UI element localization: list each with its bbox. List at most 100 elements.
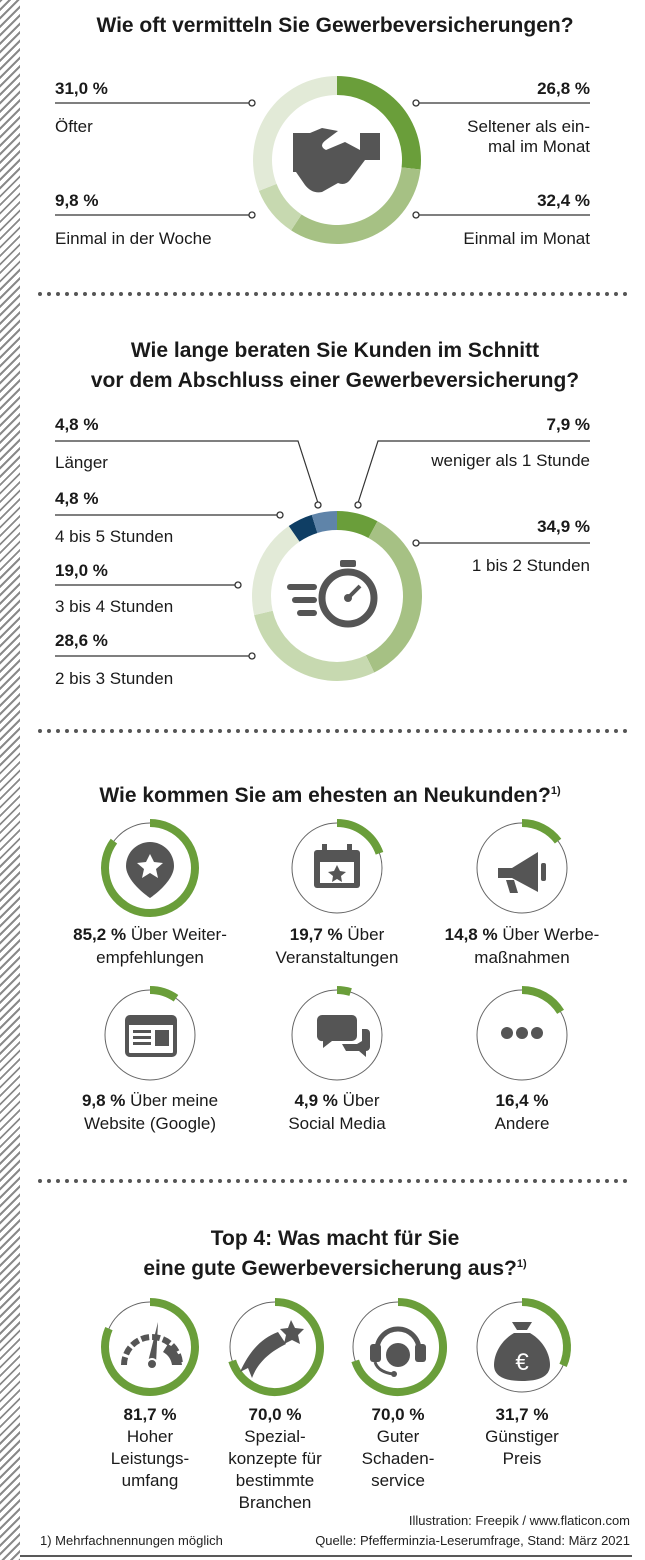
svg-text:70,0 %: 70,0 % <box>372 1405 425 1424</box>
svg-text:empfehlungen: empfehlungen <box>96 948 204 967</box>
svg-text:9,8 % Über meine: 9,8 % Über meine <box>82 1091 218 1110</box>
ring-track <box>104 989 196 1081</box>
svg-text:maßnahmen: maßnahmen <box>474 948 569 967</box>
svg-text:Schaden-: Schaden- <box>362 1449 435 1468</box>
label-seltener-2: mal im Monat <box>488 137 590 156</box>
section2-title-line1: Wie lange beraten Sie Kunden im Schnitt <box>131 339 539 362</box>
source-note: Quelle: Pfefferminzia-Leserumfrage, Stan… <box>315 1533 630 1548</box>
svg-text:Veranstaltungen: Veranstaltungen <box>276 948 399 967</box>
svg-text:Andere: Andere <box>495 1114 550 1133</box>
label-3-4: 3 bis 4 Stunden <box>55 597 173 616</box>
label-4-5: 4 bis 5 Stunden <box>55 527 173 546</box>
svg-text:81,7 %: 81,7 % <box>124 1405 177 1424</box>
svg-text:31,7 %: 31,7 % <box>496 1405 549 1424</box>
ring-value-arc <box>101 1298 199 1396</box>
value-1-2: 34,9 % <box>537 517 590 536</box>
donut-segment-4 <box>288 514 318 542</box>
value-3-4: 19,0 % <box>55 561 108 580</box>
ring-value-arc <box>228 1298 324 1396</box>
ring-value-arc <box>521 986 565 1015</box>
donut-chart-frequency <box>253 76 421 244</box>
value-laenger: 4,8 % <box>55 415 98 434</box>
shooting-star-icon <box>240 1320 304 1378</box>
svg-text:Website (Google): Website (Google) <box>84 1114 216 1133</box>
label-unter-1: weniger als 1 Stunde <box>430 451 590 470</box>
label-oefter: Öfter <box>55 117 93 136</box>
headset-icon <box>370 1326 426 1377</box>
section2-title-line2: vor dem Abschluss einer Gewerbeversicher… <box>91 369 579 392</box>
svg-text:14,8 % Über Werbe-: 14,8 % Über Werbe- <box>445 925 600 944</box>
decorative-stripe <box>0 0 20 1560</box>
frequency-labels: 31,0 % Öfter 9,8 % Einmal in der Woche 2… <box>55 79 590 248</box>
value-oefter: 31,0 % <box>55 79 108 98</box>
megaphone-icon <box>498 852 546 893</box>
donut-segment-0 <box>337 76 421 170</box>
donut-segment-1 <box>365 521 422 673</box>
donut-segment-3 <box>253 76 337 191</box>
donut-segment-2 <box>254 610 375 681</box>
acquisition-labels: 85,2 % Über Weiter- empfehlungen 19,7 % … <box>73 925 599 1133</box>
value-4-5: 4,8 % <box>55 489 98 508</box>
map-pin-star-icon <box>126 842 174 898</box>
svg-text:€: € <box>515 1349 529 1376</box>
value-unter-1: 7,9 % <box>547 415 590 434</box>
criteria-labels: 81,7 % Hoher Leistungs- umfang 70,0 % Sp… <box>111 1405 559 1512</box>
donut-segment-2 <box>258 183 302 231</box>
donut-segment-3 <box>252 525 300 616</box>
donut-segment-0 <box>337 511 378 538</box>
section3-title: Wie kommen Sie am ehesten an Neukunden?1… <box>99 784 561 807</box>
label-laenger: Länger <box>55 453 108 472</box>
svg-text:19,7 % Über: 19,7 % Über <box>290 925 385 944</box>
ring-value-arc <box>521 1298 571 1368</box>
svg-text:konzepte für: konzepte für <box>228 1449 322 1468</box>
acquisition-rings <box>101 819 568 1081</box>
svg-text:Guter: Guter <box>377 1427 420 1446</box>
svg-text:Branchen: Branchen <box>239 1493 312 1512</box>
donut-chart-duration <box>252 511 422 681</box>
svg-text:Leistungs-: Leistungs- <box>111 1449 189 1468</box>
ring-value-arc <box>521 819 562 844</box>
ring-value-arc <box>149 986 179 1002</box>
ring-value-arc <box>351 1298 447 1396</box>
ring-value-arc <box>101 819 199 917</box>
illustration-credit: Illustration: Freepik / www.flaticon.com <box>409 1513 630 1528</box>
section4-title-line1: Top 4: Was macht für Sie <box>211 1227 460 1250</box>
value-seltener: 26,8 % <box>537 79 590 98</box>
svg-text:Hoher: Hoher <box>127 1427 174 1446</box>
duration-labels: 4,8 % Länger 4,8 % 4 bis 5 Stunden 19,0 … <box>55 415 590 688</box>
svg-text:85,2 % Über Weiter-: 85,2 % Über Weiter- <box>73 925 227 944</box>
label-1-2: 1 bis 2 Stunden <box>472 556 590 575</box>
handshake-icon <box>293 128 380 193</box>
stopwatch-icon <box>287 560 378 628</box>
section1-title: Wie oft vermitteln Sie Gewerbeversicheru… <box>96 14 573 37</box>
label-monat: Einmal im Monat <box>463 229 590 248</box>
value-monat: 32,4 % <box>537 191 590 210</box>
svg-text:16,4 %: 16,4 % <box>496 1091 549 1110</box>
label-2-3: 2 bis 3 Stunden <box>55 669 173 688</box>
svg-text:Preis: Preis <box>503 1449 542 1468</box>
money-bag-euro-icon: € <box>494 1322 550 1381</box>
svg-text:Spezial-: Spezial- <box>244 1427 305 1446</box>
ring-value-arc <box>336 986 352 996</box>
svg-text:Günstiger: Günstiger <box>485 1427 559 1446</box>
label-woche: Einmal in der Woche <box>55 229 212 248</box>
svg-text:bestimmte: bestimmte <box>236 1471 314 1490</box>
donut-segment-5 <box>311 511 337 533</box>
criteria-rings <box>101 1298 571 1396</box>
svg-text:Social Media: Social Media <box>288 1114 386 1133</box>
donut-segment-1 <box>291 167 421 244</box>
ring-value-arc <box>336 819 384 855</box>
calendar-star-icon <box>314 844 360 888</box>
svg-text:4,9 % Über: 4,9 % Über <box>294 1091 379 1110</box>
value-2-3: 28,6 % <box>55 631 108 650</box>
ellipsis-icon <box>501 1027 543 1039</box>
chat-bubbles-icon <box>316 1015 370 1057</box>
section4-title-line2: eine gute Gewerbeversicherung aus?1) <box>143 1257 527 1280</box>
footnote: 1) Mehrfachnennungen möglich <box>40 1533 223 1548</box>
browser-window-icon <box>125 1015 177 1057</box>
value-woche: 9,8 % <box>55 191 98 210</box>
svg-text:umfang: umfang <box>122 1471 179 1490</box>
speedometer-icon <box>121 1322 183 1370</box>
label-seltener-1: Seltener als ein- <box>467 117 590 136</box>
